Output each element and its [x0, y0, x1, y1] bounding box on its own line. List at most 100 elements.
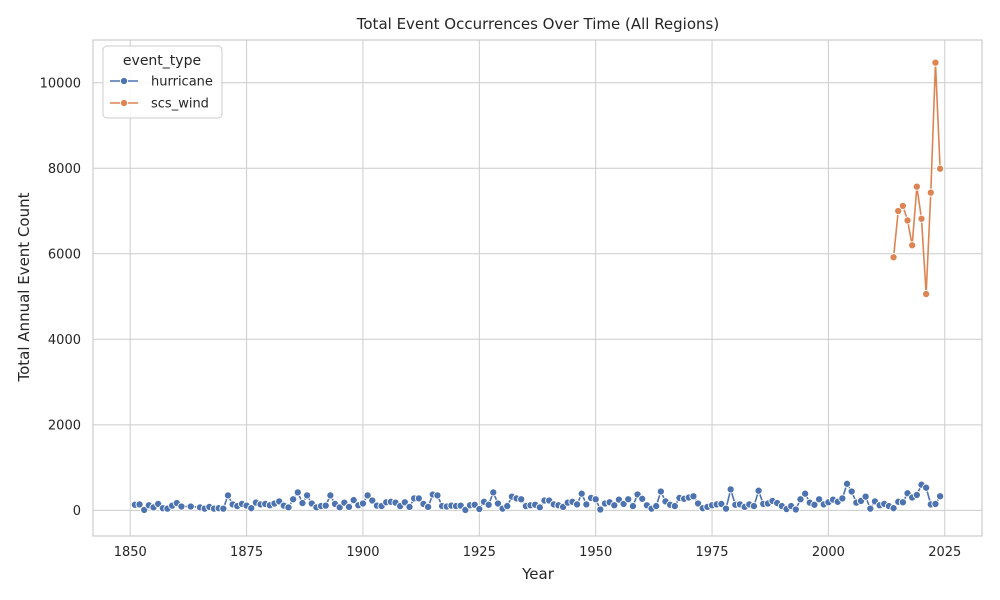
data-point-scs_wind: [898, 201, 907, 210]
data-point-hurricane: [847, 487, 856, 496]
data-point-hurricane: [326, 491, 335, 500]
data-point-hurricane: [349, 496, 358, 505]
data-point-hurricane: [484, 500, 493, 509]
data-point-hurricane: [577, 489, 586, 498]
data-point-hurricane: [358, 499, 368, 508]
series-line-scs_wind: [892, 61, 941, 295]
data-point-hurricane: [135, 500, 144, 509]
grid-lines: [93, 40, 982, 536]
data-point-hurricane: [368, 496, 377, 505]
y-tick-label: 4000: [48, 333, 81, 348]
data-point-hurricane: [321, 501, 330, 510]
data-point-hurricane: [726, 485, 735, 494]
legend-marker: [119, 98, 129, 108]
x-tick-label: 1975: [695, 545, 728, 560]
data-point-hurricane: [223, 491, 233, 500]
data-point-hurricane: [535, 503, 544, 512]
legend-label: hurricane: [151, 75, 213, 90]
legend-item-scs_wind: scs_wind: [110, 97, 209, 112]
data-point-hurricane: [815, 495, 824, 504]
legend-box: [102, 45, 223, 119]
data-point-hurricane: [694, 499, 703, 508]
data-point-hurricane: [219, 504, 228, 513]
series-layer: [130, 58, 945, 514]
x-tick-label: 1875: [230, 545, 263, 560]
data-point-hurricane: [638, 494, 647, 503]
data-point-scs_wind: [936, 164, 945, 173]
y-tick-label: 6000: [48, 247, 81, 262]
data-point-hurricane: [689, 492, 698, 501]
data-point-hurricane: [656, 487, 665, 496]
data-point-hurricane: [866, 504, 875, 513]
data-point-scs_wind: [931, 58, 940, 67]
data-point-scs_wind: [912, 182, 921, 191]
y-axis-label: Total Annual Event Count: [15, 192, 33, 382]
data-point-scs_wind: [903, 216, 912, 225]
data-point-hurricane: [619, 499, 628, 508]
data-point-hurricane: [400, 498, 409, 507]
x-tick-label: 1950: [579, 545, 612, 560]
data-point-hurricane: [284, 503, 293, 512]
data-point-hurricane: [335, 503, 344, 512]
data-point-hurricane: [186, 502, 195, 511]
data-point-hurricane: [861, 492, 870, 501]
data-point-hurricane: [889, 504, 898, 513]
y-tick-label: 0: [73, 504, 81, 519]
legend-title: event_type: [123, 53, 201, 69]
data-point-hurricane: [628, 502, 637, 511]
data-point-hurricane: [424, 502, 433, 511]
data-point-hurricane: [177, 502, 186, 511]
data-point-hurricane: [721, 504, 731, 513]
x-tick-label: 2025: [928, 545, 961, 560]
data-point-hurricane: [493, 499, 502, 508]
data-point-hurricane: [810, 500, 819, 509]
data-point-hurricane: [289, 495, 298, 504]
data-point-hurricane: [931, 499, 940, 508]
data-point-hurricane: [791, 505, 800, 514]
series-scs_wind: [889, 58, 945, 299]
data-point-hurricane: [717, 499, 726, 508]
legend-item-hurricane: hurricane: [110, 75, 213, 90]
data-point-hurricane: [936, 492, 945, 501]
data-point-hurricane: [247, 504, 256, 513]
data-point-hurricane: [591, 495, 600, 504]
x-tick-label: 1925: [463, 545, 496, 560]
data-point-hurricane: [414, 494, 423, 503]
data-point-hurricane: [517, 495, 526, 504]
data-point-hurricane: [754, 486, 763, 495]
data-point-hurricane: [842, 479, 852, 488]
data-point-scs_wind: [908, 241, 917, 250]
data-point-scs_wind: [889, 253, 898, 262]
data-point-hurricane: [582, 500, 591, 509]
data-point-hurricane: [573, 500, 582, 509]
data-point-hurricane: [796, 495, 805, 504]
data-point-scs_wind: [917, 214, 926, 223]
data-point-hurricane: [503, 502, 512, 511]
legend-marker: [119, 76, 129, 86]
data-point-hurricane: [475, 505, 484, 514]
data-point-hurricane: [303, 491, 312, 500]
plot-area-border: [92, 39, 983, 537]
data-point-hurricane: [898, 498, 907, 507]
x-tick-label: 1900: [346, 545, 379, 560]
data-point-scs_wind: [922, 289, 931, 299]
data-point-hurricane: [140, 505, 149, 514]
y-tick-label: 2000: [48, 418, 81, 433]
data-point-scs_wind: [894, 206, 903, 216]
data-point-scs_wind: [926, 188, 935, 197]
data-point-hurricane: [652, 502, 661, 511]
data-point-hurricane: [801, 489, 810, 498]
legend-label: scs_wind: [151, 97, 209, 112]
series-hurricane: [130, 479, 945, 514]
legend: event_type hurricane scs_wind: [102, 45, 223, 119]
y-tick-label: 10000: [40, 76, 81, 91]
data-point-hurricane: [670, 502, 679, 511]
data-point-hurricane: [838, 494, 847, 503]
x-tick-label: 1850: [114, 545, 147, 560]
data-point-hurricane: [363, 491, 372, 500]
data-point-hurricane: [624, 495, 633, 504]
x-axis-label: Year: [521, 565, 555, 583]
y-tick-label: 8000: [48, 162, 81, 177]
data-point-hurricane: [344, 502, 354, 511]
